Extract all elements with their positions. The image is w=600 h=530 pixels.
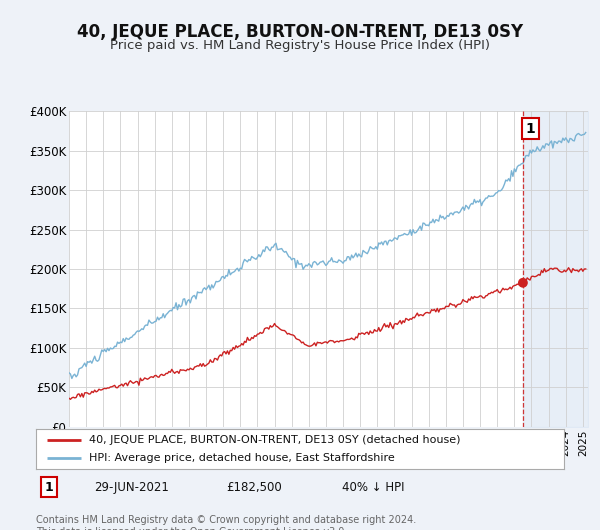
Text: 29-JUN-2021: 29-JUN-2021: [94, 481, 169, 493]
Text: HPI: Average price, detached house, East Staffordshire: HPI: Average price, detached house, East…: [89, 453, 395, 463]
Text: Contains HM Land Registry data © Crown copyright and database right 2024.
This d: Contains HM Land Registry data © Crown c…: [36, 515, 416, 530]
Text: Price paid vs. HM Land Registry's House Price Index (HPI): Price paid vs. HM Land Registry's House …: [110, 39, 490, 51]
Point: [518, 279, 528, 287]
Text: 40, JEQUE PLACE, BURTON-ON-TRENT, DE13 0SY: 40, JEQUE PLACE, BURTON-ON-TRENT, DE13 0…: [77, 23, 523, 41]
Text: 1: 1: [526, 122, 535, 136]
Text: 1: 1: [45, 481, 53, 493]
Text: 40, JEQUE PLACE, BURTON-ON-TRENT, DE13 0SY (detached house): 40, JEQUE PLACE, BURTON-ON-TRENT, DE13 0…: [89, 435, 460, 445]
Text: £182,500: £182,500: [226, 481, 282, 493]
Text: 40% ↓ HPI: 40% ↓ HPI: [342, 481, 405, 493]
